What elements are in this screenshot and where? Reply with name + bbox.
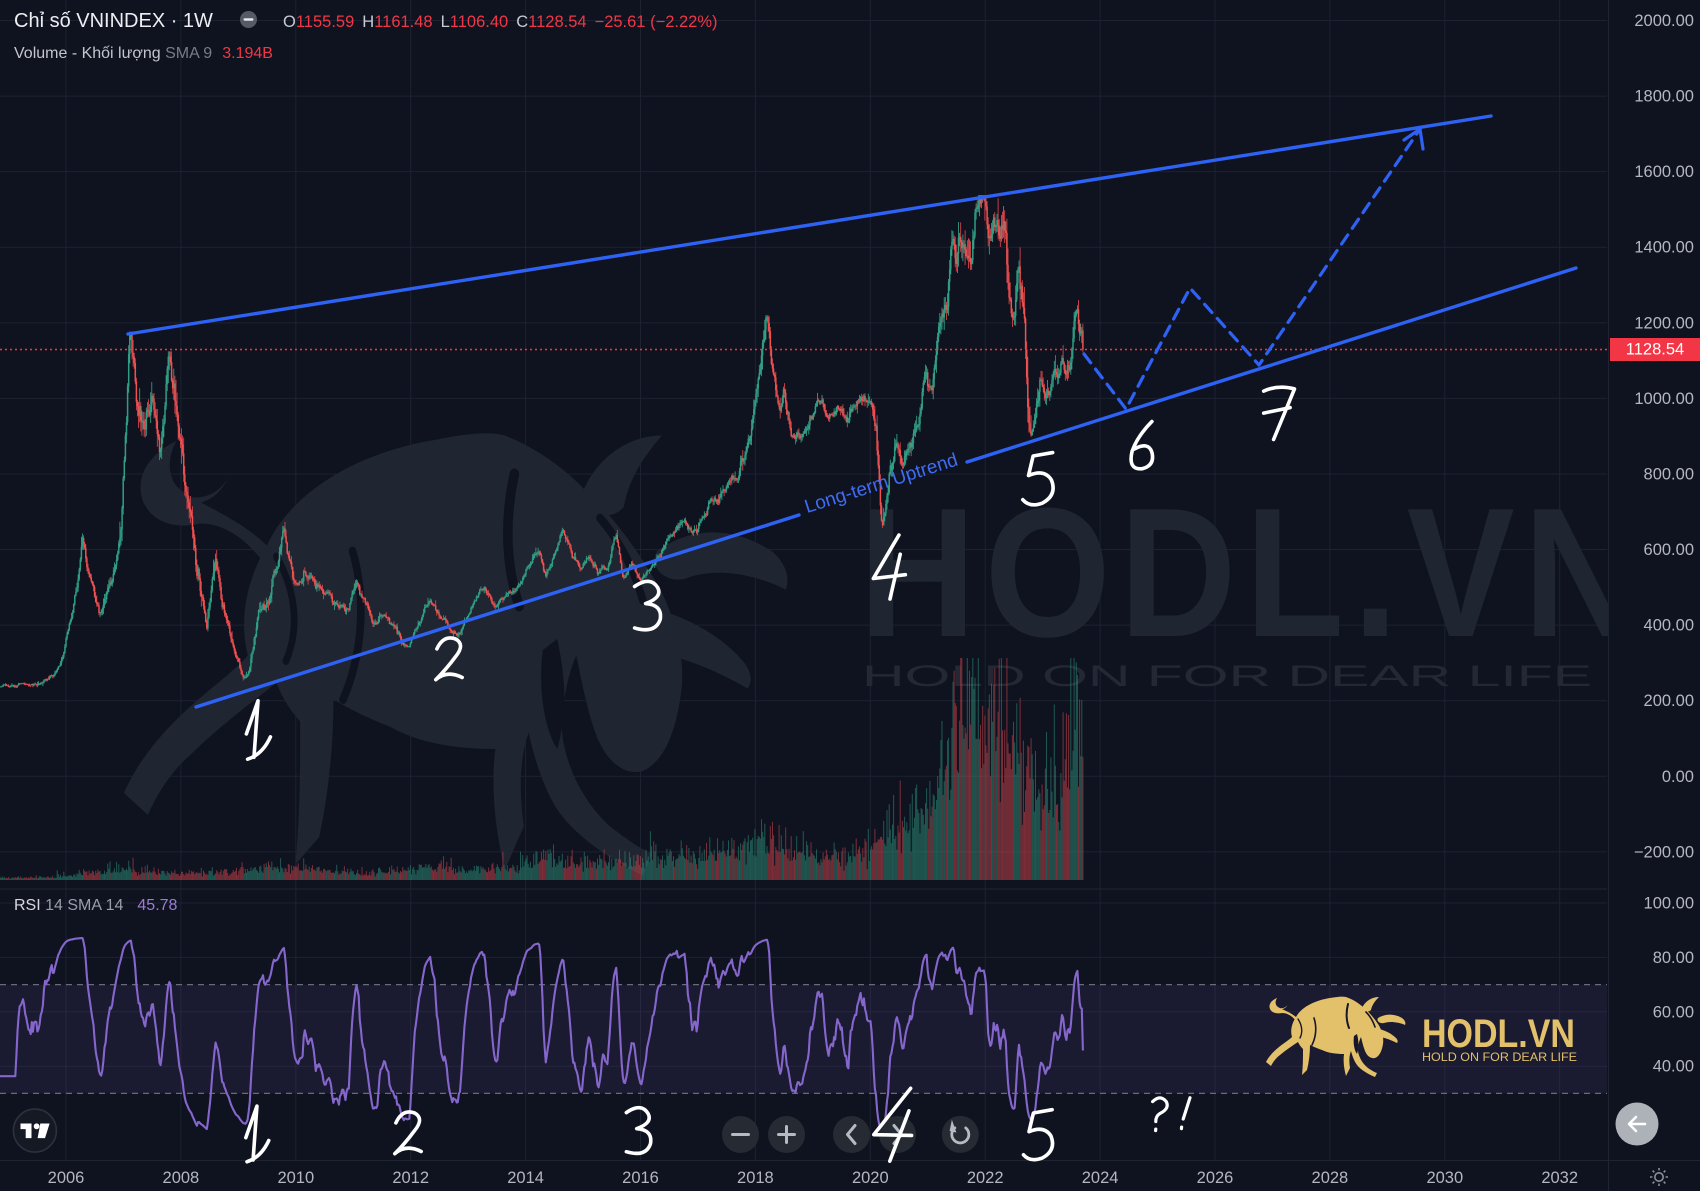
svg-text:2026: 2026 xyxy=(1197,1169,1234,1187)
svg-text:HODL.VN: HODL.VN xyxy=(1422,1010,1575,1055)
svg-text:2008: 2008 xyxy=(163,1169,200,1187)
svg-text:−200.00: −200.00 xyxy=(1634,843,1694,861)
svg-text:HODL.VN: HODL.VN xyxy=(859,469,1649,675)
svg-text:2028: 2028 xyxy=(1312,1169,1349,1187)
svg-text:2012: 2012 xyxy=(392,1169,429,1187)
svg-text:Chỉ số VNINDEX · 1W: Chỉ số VNINDEX · 1W xyxy=(14,10,213,32)
svg-text:0.00: 0.00 xyxy=(1662,768,1694,786)
svg-text:1600.00: 1600.00 xyxy=(1634,163,1694,181)
svg-text:600.00: 600.00 xyxy=(1644,541,1694,559)
svg-text:400.00: 400.00 xyxy=(1644,617,1694,635)
svg-text:HOLD ON FOR DEAR LIFE: HOLD ON FOR DEAR LIFE xyxy=(1422,1050,1577,1064)
svg-text:2022: 2022 xyxy=(967,1169,1004,1187)
svg-text:2020: 2020 xyxy=(852,1169,889,1187)
svg-text:1200.00: 1200.00 xyxy=(1634,314,1694,332)
svg-text:2006: 2006 xyxy=(48,1169,85,1187)
svg-text:2014: 2014 xyxy=(507,1169,544,1187)
svg-text:2024: 2024 xyxy=(1082,1169,1119,1187)
svg-text:Volume - Khối lượng SMA 93.194: Volume - Khối lượng SMA 9 3.194B xyxy=(14,45,273,62)
svg-text:1000.00: 1000.00 xyxy=(1634,390,1694,408)
svg-text:1128.54: 1128.54 xyxy=(1626,341,1684,359)
svg-text:2016: 2016 xyxy=(622,1169,659,1187)
svg-text:2030: 2030 xyxy=(1426,1169,1463,1187)
svg-text:200.00: 200.00 xyxy=(1644,692,1694,710)
svg-text:1800.00: 1800.00 xyxy=(1634,88,1694,106)
svg-text:2018: 2018 xyxy=(737,1169,774,1187)
svg-text:1400.00: 1400.00 xyxy=(1634,239,1694,257)
svg-text:HOLD ON FOR DEAR LIFE: HOLD ON FOR DEAR LIFE xyxy=(862,660,1592,693)
svg-text:2010: 2010 xyxy=(277,1169,314,1187)
svg-text:2032: 2032 xyxy=(1541,1169,1578,1187)
svg-text:80.00: 80.00 xyxy=(1653,949,1694,967)
svg-text:60.00: 60.00 xyxy=(1653,1003,1694,1021)
svg-text:2000.00: 2000.00 xyxy=(1634,12,1694,30)
svg-text:800.00: 800.00 xyxy=(1644,465,1694,483)
svg-text:100.00: 100.00 xyxy=(1644,895,1694,913)
svg-text:40.00: 40.00 xyxy=(1653,1058,1694,1076)
